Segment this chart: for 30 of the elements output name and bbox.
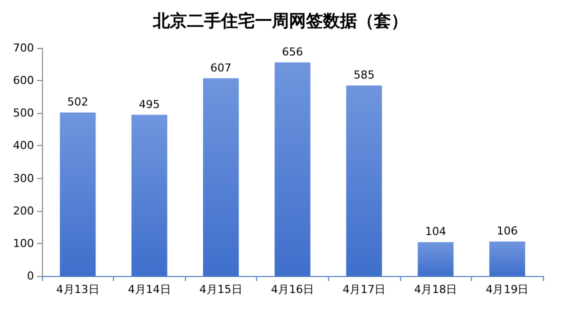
data-label: 585 — [354, 68, 375, 82]
bar — [203, 78, 239, 276]
bar — [131, 114, 168, 276]
data-label: 104 — [425, 225, 446, 238]
y-tick-label: 400 — [13, 139, 34, 152]
y-tick-label: 700 — [13, 42, 34, 54]
chart-title: 北京二手住宅一周网签数据（套） — [152, 12, 408, 32]
data-label: 502 — [67, 95, 88, 108]
x-tick-label: 4月19日 — [486, 283, 529, 296]
bar — [60, 112, 96, 276]
data-label: 607 — [210, 61, 232, 74]
x-tick-label: 4月16日 — [271, 283, 314, 296]
y-tick-label: 0 — [27, 270, 34, 282]
bar — [274, 62, 310, 276]
data-label: 106 — [496, 224, 518, 238]
data-label: 656 — [282, 45, 303, 58]
y-tick-label: 100 — [13, 236, 34, 250]
x-tick-label: 4月17日 — [342, 283, 386, 296]
data-label: 495 — [138, 98, 160, 111]
x-tick-label: 4月13日 — [56, 283, 100, 296]
y-tick-label: 600 — [13, 74, 34, 88]
y-tick-label: 500 — [13, 106, 34, 120]
x-tick-label: 4月14日 — [128, 283, 171, 296]
x-tick-label: 4月15日 — [199, 283, 242, 296]
bar — [418, 242, 454, 276]
bar — [489, 241, 526, 276]
y-tick-label: 300 — [13, 172, 34, 185]
y-tick-label: 200 — [13, 204, 34, 218]
bar — [346, 85, 382, 276]
x-tick-label: 4月18日 — [414, 283, 458, 296]
